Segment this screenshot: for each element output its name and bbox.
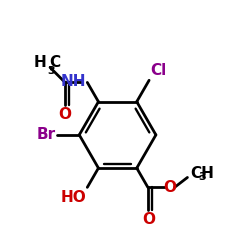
Text: 3: 3 [198, 172, 206, 182]
Text: H: H [34, 55, 46, 70]
Text: O: O [58, 107, 71, 122]
Text: C: C [50, 55, 61, 70]
Text: O: O [142, 212, 156, 227]
Text: Br: Br [37, 128, 56, 142]
Text: 3: 3 [47, 66, 55, 76]
Text: CH: CH [190, 166, 214, 181]
Text: O: O [164, 180, 176, 195]
Text: Cl: Cl [150, 63, 166, 78]
Text: HO: HO [60, 190, 86, 205]
Text: NH: NH [60, 74, 86, 89]
